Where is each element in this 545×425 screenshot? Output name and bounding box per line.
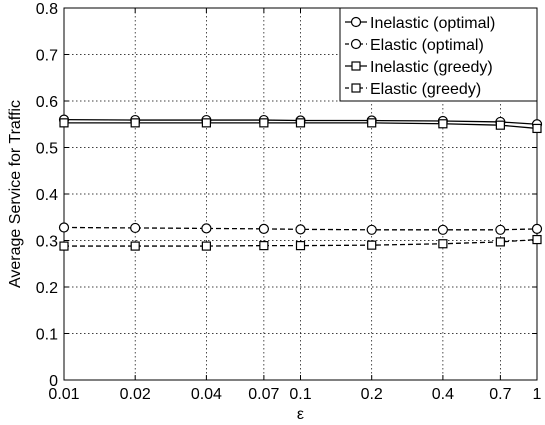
x-tick-label: 0.1 xyxy=(289,386,311,403)
legend-label: Inelastic (optimal) xyxy=(370,15,495,32)
data-point xyxy=(437,224,448,235)
y-tick-label: 0.1 xyxy=(36,327,58,344)
x-tick-label: 0.01 xyxy=(48,386,79,403)
legend-marker xyxy=(351,61,361,71)
y-tick-label: 0.7 xyxy=(36,48,58,65)
data-point xyxy=(130,222,141,234)
data-point xyxy=(495,224,506,235)
data-point xyxy=(495,120,505,130)
data-point xyxy=(201,241,211,251)
y-tick-label: 0.6 xyxy=(36,94,58,111)
y-tick-label: 0 xyxy=(49,373,58,390)
data-point xyxy=(367,118,377,128)
x-tick-label: 0.02 xyxy=(120,386,151,403)
data-point xyxy=(59,241,69,251)
data-point xyxy=(259,118,269,128)
legend-marker xyxy=(350,16,362,28)
legend-label: Elastic (greedy) xyxy=(370,81,481,98)
series-group xyxy=(58,114,543,251)
x-tick-label: 0.04 xyxy=(191,386,222,403)
data-point xyxy=(366,224,377,235)
y-tick-label: 0.5 xyxy=(36,141,58,158)
legend: Inelastic (optimal) Elastic (optimal) Inel… xyxy=(339,7,538,102)
x-tick-label: 0.7 xyxy=(489,386,511,403)
x-axis-label: ε xyxy=(297,406,304,423)
data-point xyxy=(130,241,140,251)
y-tick-label: 0.4 xyxy=(36,187,58,204)
data-point xyxy=(58,222,70,233)
data-point xyxy=(295,224,306,235)
data-point xyxy=(130,118,140,128)
y-tick-label: 0.8 xyxy=(36,1,58,18)
legend-box xyxy=(339,7,538,102)
x-tick-label: 0.07 xyxy=(248,386,279,403)
series-4 xyxy=(59,234,542,251)
legend-label: Inelastic (greedy) xyxy=(370,59,493,76)
series-2 xyxy=(58,222,543,235)
series-3 xyxy=(59,118,542,134)
data-point xyxy=(295,118,306,128)
legend-marker xyxy=(351,83,361,93)
data-point xyxy=(438,239,448,249)
data-point xyxy=(367,240,377,250)
data-point xyxy=(532,234,542,245)
data-point xyxy=(259,241,269,251)
data-point xyxy=(495,237,505,247)
axis-ticks: 0.01 0.02 0.04 0.07 0.1 0.2 0.4 0.7 1 0 0.1 0.2 0.3 0… xyxy=(36,1,542,403)
x-tick-label: 1 xyxy=(533,386,542,403)
y-tick-label: 0.3 xyxy=(36,234,58,251)
y-axis-label: Average Service for Traffic xyxy=(7,100,24,288)
data-point xyxy=(201,118,211,128)
data-point xyxy=(201,223,212,234)
legend-marker xyxy=(350,38,362,50)
legend-label: Elastic (optimal) xyxy=(370,37,484,54)
data-point xyxy=(295,241,306,251)
data-point xyxy=(532,123,542,134)
x-tick-label: 0.2 xyxy=(361,386,383,403)
y-tick-label: 0.2 xyxy=(36,280,58,297)
data-point xyxy=(258,223,269,234)
data-point xyxy=(59,118,69,128)
data-point xyxy=(438,119,448,129)
data-point xyxy=(531,223,543,234)
x-tick-label: 0.4 xyxy=(432,386,454,403)
